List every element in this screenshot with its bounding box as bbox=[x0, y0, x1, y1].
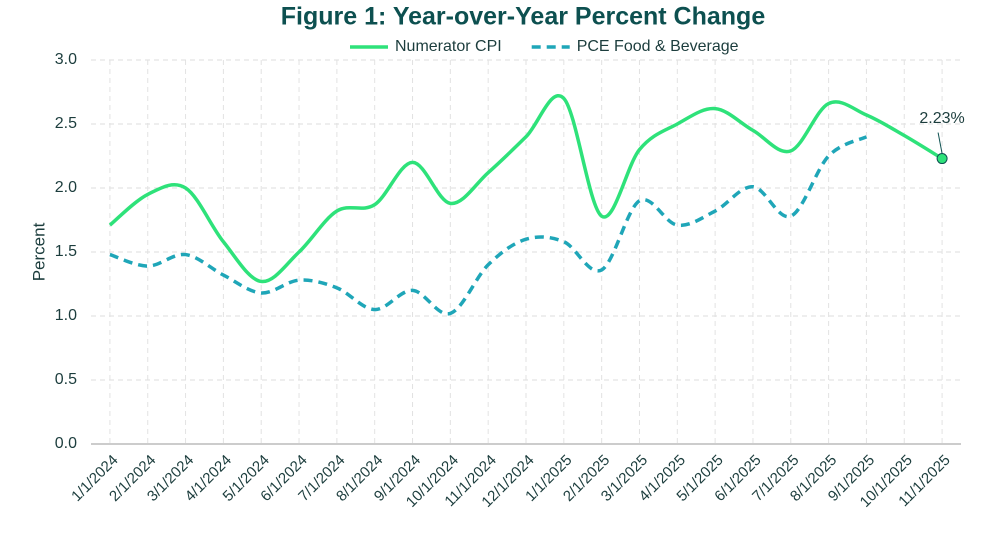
legend-label: PCE Food & Beverage bbox=[577, 38, 739, 55]
y-tick-label: 1.5 bbox=[55, 243, 77, 260]
legend-label: Numerator CPI bbox=[395, 38, 502, 55]
point-marker bbox=[936, 153, 948, 165]
series-line bbox=[108, 94, 943, 284]
y-tick-label: 3.0 bbox=[55, 51, 77, 68]
y-tick-label: 0.0 bbox=[55, 435, 77, 452]
y-tick-label: 0.5 bbox=[55, 371, 77, 388]
y-axis-label: Percent bbox=[29, 222, 48, 281]
data-label: 2.23% bbox=[919, 110, 964, 127]
series-line bbox=[109, 135, 868, 316]
label-leader bbox=[937, 132, 943, 154]
y-tick-label: 2.0 bbox=[55, 179, 77, 196]
y-tick-label: 2.5 bbox=[55, 115, 77, 132]
chart-title: Figure 1: Year-over-Year Percent Change bbox=[281, 3, 766, 31]
y-tick-label: 1.0 bbox=[55, 307, 77, 324]
